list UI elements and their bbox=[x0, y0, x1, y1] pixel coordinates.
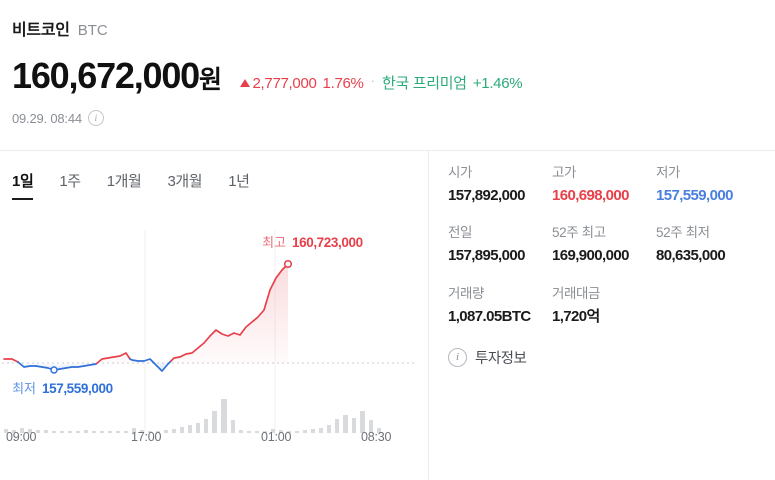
stat-turnover-label: 거래대금 bbox=[552, 285, 601, 301]
chart-low-prefix: 최저 bbox=[12, 381, 36, 396]
invest-info-label: 투자정보 bbox=[475, 351, 527, 368]
chart-high-value: 160,723,000 bbox=[292, 235, 363, 250]
stats-row-3: 거래량 1,087.05BTC 거래대금 1,720억 bbox=[448, 285, 768, 325]
chart-volume-bars bbox=[4, 399, 381, 433]
stat-low: 저가 157,559,000 bbox=[656, 165, 760, 204]
stat-high: 고가 160,698,000 bbox=[552, 165, 656, 204]
stat-empty bbox=[656, 287, 760, 325]
tab-1year[interactable]: 1년 bbox=[228, 173, 250, 190]
stat-turnover: 거래대금 1,720억 bbox=[552, 285, 656, 325]
stat-52w-high-label: 52주 최고 bbox=[552, 225, 606, 241]
stat-52w-low-label: 52주 최저 bbox=[656, 225, 710, 241]
stat-open: 시가 157,892,000 bbox=[448, 165, 552, 204]
x-tick-3: 08:30 bbox=[361, 430, 392, 444]
coin-symbol: BTC bbox=[77, 22, 108, 39]
stats-row-2: 전일 157,895,000 52주 최고 169,900,000 52주 최저… bbox=[448, 225, 768, 265]
chart-high-marker bbox=[283, 259, 293, 269]
change-value: 2,777,000 bbox=[252, 75, 317, 92]
stat-52w-high-value: 169,900,000 bbox=[552, 247, 629, 265]
stat-52w-high: 52주 최고 169,900,000 bbox=[552, 225, 656, 265]
timestamp: 09.29. 08:44 bbox=[12, 110, 82, 126]
chart-line-up bbox=[3, 263, 289, 365]
info-icon: i bbox=[448, 348, 467, 368]
stat-52w-low: 52주 최저 80,635,000 bbox=[656, 225, 760, 265]
x-tick-0: 09:00 bbox=[6, 430, 37, 444]
info-icon[interactable]: i bbox=[87, 110, 104, 126]
tab-1day[interactable]: 1일 bbox=[12, 170, 46, 200]
stat-prev-close-value: 157,895,000 bbox=[448, 247, 525, 265]
korea-premium-label: 한국 프리미엄 bbox=[381, 75, 467, 92]
coin-name: 비트코인 bbox=[12, 22, 70, 39]
stat-turnover-value: 1,720억 bbox=[552, 307, 600, 325]
stat-volume-label: 거래량 bbox=[448, 285, 485, 301]
stat-open-label: 시가 bbox=[448, 165, 473, 180]
stats-panel: 시가 157,892,000 고가 160,698,000 저가 157,559… bbox=[448, 165, 768, 368]
change-percent: 1.76% bbox=[322, 75, 364, 92]
stat-low-value: 157,559,000 bbox=[656, 186, 733, 204]
price-chart[interactable]: 최고 160,723,000 최저 157,559,000 bbox=[0, 228, 420, 453]
tab-3month[interactable]: 3개월 bbox=[167, 173, 203, 190]
stat-52w-low-value: 80,635,000 bbox=[656, 247, 726, 265]
separator-dot: · bbox=[370, 73, 375, 88]
chart-low-value: 157,559,000 bbox=[42, 381, 113, 396]
chart-area-fill bbox=[6, 266, 288, 370]
stat-high-value: 160,698,000 bbox=[552, 186, 629, 204]
stat-open-value: 157,892,000 bbox=[448, 186, 525, 204]
header-divider bbox=[0, 150, 775, 151]
chart-x-axis: 09:00 17:00 01:00 08:30 bbox=[0, 430, 420, 450]
triangle-up-icon bbox=[239, 79, 250, 87]
period-tabs: 1일 1주 1개월 3개월 1년 bbox=[12, 170, 276, 200]
chart-low-marker bbox=[50, 366, 58, 374]
chart-svg: 최고 160,723,000 최저 157,559,000 bbox=[2, 230, 414, 433]
stat-prev-close-label: 전일 bbox=[448, 225, 473, 241]
chart-high-prefix: 최고 bbox=[262, 235, 286, 250]
stat-volume: 거래량 1,087.05BTC bbox=[448, 285, 552, 325]
title-row: 비트코인 BTC bbox=[12, 16, 108, 40]
tab-1month[interactable]: 1개월 bbox=[106, 173, 142, 190]
stat-volume-value: 1,087.05BTC bbox=[448, 307, 531, 325]
stat-prev-close: 전일 157,895,000 bbox=[448, 225, 552, 265]
price-row: 160,672,000 원 2,777,000 1.76% · 한국 프리미엄 … bbox=[12, 55, 523, 96]
panel-divider bbox=[428, 150, 429, 480]
current-price: 160,672,000 bbox=[12, 55, 200, 96]
tab-1week[interactable]: 1주 bbox=[59, 173, 81, 190]
price-header: 비트코인 BTC 160,672,000 원 2,777,000 1.76% ·… bbox=[0, 0, 775, 150]
x-tick-1: 17:00 bbox=[131, 430, 162, 444]
stat-low-label: 저가 bbox=[656, 165, 681, 180]
stats-row-1: 시가 157,892,000 고가 160,698,000 저가 157,559… bbox=[448, 165, 768, 204]
invest-info-link[interactable]: i 투자정보 bbox=[448, 347, 768, 368]
change-group: 2,777,000 1.76% · 한국 프리미엄 +1.46% bbox=[239, 72, 523, 93]
x-tick-2: 01:00 bbox=[261, 430, 292, 444]
stat-high-label: 고가 bbox=[552, 165, 577, 180]
korea-premium-value: +1.46% bbox=[472, 75, 523, 92]
currency-unit: 원 bbox=[199, 66, 222, 94]
timestamp-row: 09.29. 08:44 i bbox=[12, 110, 104, 126]
